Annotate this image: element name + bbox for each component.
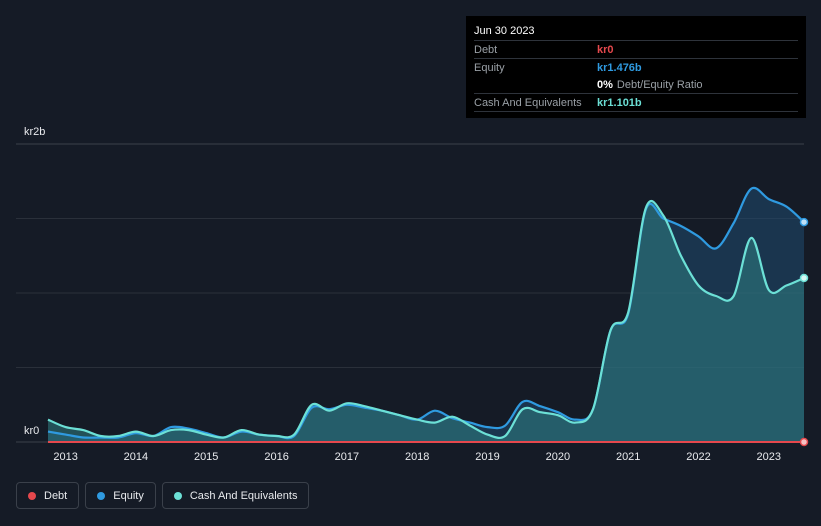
x-tick-label: 2020 [545, 451, 571, 463]
cash-end-point [799, 273, 809, 283]
y-tick-label-zero: kr0 [24, 425, 40, 437]
y-tick-label-max: kr2b [24, 126, 46, 138]
legend: Debt Equity Cash And Equivalents [16, 482, 310, 509]
legend-dot-icon [97, 491, 106, 500]
tooltip-label: Debt [474, 43, 498, 56]
x-tick-label: 2017 [334, 451, 360, 463]
legend-item-debt[interactable]: Debt [16, 482, 80, 509]
equity-line [47, 186, 805, 440]
series-lines [47, 186, 805, 443]
x-tick-label: 2018 [404, 451, 430, 463]
x-tick-label: 2015 [193, 451, 219, 463]
legend-dot-icon [28, 491, 36, 500]
tooltip-value-cash: kr1.101b [597, 96, 642, 109]
x-tick-label: 2019 [475, 451, 500, 463]
equity-end-point [799, 217, 809, 227]
end-markers [799, 217, 809, 447]
legend-label: Cash And Equivalents [189, 489, 298, 502]
tooltip-row-debt: Debt kr0 [474, 40, 798, 58]
x-tick-label: 2023 [756, 451, 782, 463]
cash-area [48, 201, 804, 442]
tooltip-row-ratio: 0% Debt/Equity Ratio [474, 76, 798, 93]
tooltip-row-equity: Equity kr1.476b [474, 58, 798, 76]
cash-line [47, 200, 805, 439]
tooltip-label: Equity [474, 61, 505, 74]
tooltip-label: Cash And Equivalents [474, 96, 582, 109]
legend-item-cash[interactable]: Cash And Equivalents [161, 482, 310, 509]
tooltip-suffix-ratio: Debt/Equity Ratio [616, 78, 703, 91]
x-tick-label: 2022 [686, 451, 711, 463]
tooltip-row-cash: Cash And Equivalents kr1.101b [474, 93, 798, 112]
tooltip-value-equity: kr1.476b [597, 61, 642, 74]
tooltip-value-ratio: 0% [597, 78, 613, 91]
x-tick-label: 2014 [123, 451, 149, 463]
tooltip: Jun 30 2023 Debt kr0 Equity kr1.476b 0% … [466, 16, 806, 118]
debt-end-point [799, 437, 809, 447]
tooltip-value-debt: kr0 [597, 43, 614, 56]
tooltip-date: Jun 30 2023 [474, 25, 535, 37]
series-areas [48, 187, 804, 442]
legend-label: Equity [113, 489, 144, 502]
legend-item-equity[interactable]: Equity [85, 482, 156, 509]
x-tick-label: 2013 [53, 451, 78, 463]
x-tick-label: 2021 [615, 451, 641, 463]
legend-dot-icon [173, 491, 182, 500]
x-tick-label: 2016 [264, 451, 289, 463]
legend-label: Debt [44, 489, 68, 502]
